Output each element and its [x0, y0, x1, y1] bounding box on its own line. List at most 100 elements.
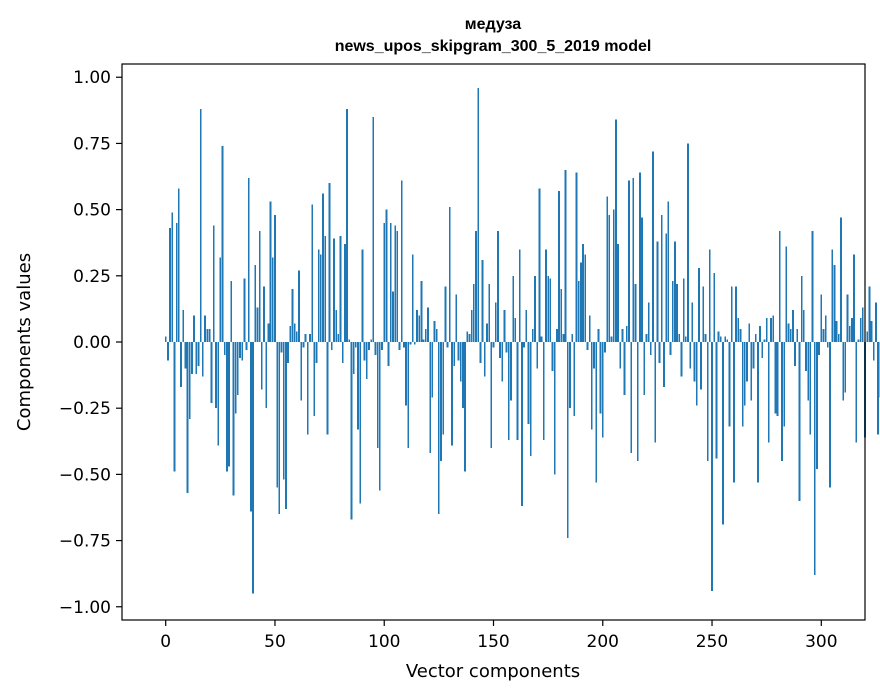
bar-110 — [405, 342, 407, 406]
bar-199 — [599, 342, 602, 414]
bar-100 — [383, 222, 386, 342]
bar-313 — [848, 326, 851, 342]
bar-306 — [833, 265, 836, 342]
x-tick-label-250: 250 — [696, 632, 728, 652]
bar-209 — [621, 328, 624, 342]
bar-183 — [564, 169, 567, 342]
bar-75 — [328, 183, 331, 342]
bar-314 — [851, 318, 853, 342]
bar-34 — [239, 342, 241, 358]
bar-277 — [770, 318, 772, 342]
bar-264 — [741, 342, 744, 427]
bar-239 — [687, 143, 689, 342]
bar-181 — [560, 289, 563, 342]
bar-289 — [796, 328, 799, 342]
bar-0 — [164, 336, 167, 342]
bar-107 — [398, 342, 401, 350]
bar-111 — [407, 342, 410, 448]
bar-130 — [448, 206, 451, 342]
bar-252 — [715, 342, 718, 459]
bar-260 — [733, 342, 735, 483]
bar-204 — [610, 336, 613, 342]
bar-125 — [437, 342, 440, 515]
bar-38 — [247, 177, 250, 342]
bar-285 — [787, 323, 790, 342]
bar-299 — [818, 342, 820, 356]
bar-24 — [217, 342, 220, 446]
bar-123 — [433, 320, 436, 342]
bar-227 — [660, 214, 663, 342]
y-tick-label-2: 0.50 — [73, 201, 111, 221]
bar-124 — [435, 328, 438, 342]
bar-309 — [840, 217, 842, 342]
bar-219 — [643, 342, 646, 395]
bar-305 — [831, 249, 834, 342]
bar-29 — [228, 342, 230, 467]
bar-80 — [339, 236, 342, 342]
bar-63 — [302, 342, 305, 348]
bar-290 — [798, 342, 801, 501]
bar-45 — [263, 286, 265, 342]
bar-164 — [523, 342, 525, 348]
bar-217 — [639, 172, 641, 342]
bar-266 — [746, 342, 748, 382]
bar-67 — [311, 204, 313, 342]
bar-226 — [658, 342, 661, 364]
bar-133 — [455, 294, 458, 342]
bar-43 — [258, 230, 261, 342]
bar-224 — [654, 342, 657, 443]
bar-56 — [287, 342, 289, 364]
y-tick-label-7: −0.75 — [59, 532, 111, 552]
bar-4 — [173, 342, 176, 472]
bar-177 — [551, 342, 554, 372]
bar-175 — [547, 275, 550, 342]
x-tick-label-50: 50 — [264, 632, 286, 652]
bar-233 — [674, 241, 676, 342]
bar-273 — [761, 342, 764, 358]
bar-296 — [811, 230, 814, 342]
bar-105 — [394, 225, 397, 342]
bar-series — [164, 87, 880, 594]
bar-281 — [778, 230, 781, 342]
y-axis-label: Components values — [14, 253, 35, 431]
bar-44 — [260, 342, 263, 390]
bar-318 — [859, 318, 862, 342]
bar-284 — [785, 246, 788, 342]
bar-212 — [628, 180, 630, 342]
bar-232 — [671, 281, 674, 342]
y-tick-label-1: 0.75 — [73, 134, 111, 154]
bar-155 — [503, 310, 506, 342]
bar-304 — [829, 342, 831, 488]
bar-188 — [575, 172, 578, 342]
bar-312 — [846, 294, 849, 342]
bar-98 — [378, 342, 381, 491]
bar-243 — [695, 342, 698, 406]
bar-17 — [201, 342, 204, 377]
bar-51 — [276, 342, 279, 488]
x-tick-label-150: 150 — [477, 632, 509, 652]
bar-150 — [492, 342, 495, 348]
bar-211 — [625, 326, 628, 342]
bar-40 — [252, 342, 254, 594]
bar-294 — [807, 342, 810, 401]
bar-60 — [295, 331, 298, 342]
bar-128 — [444, 286, 447, 342]
bar-79 — [337, 334, 340, 342]
bar-272 — [759, 326, 761, 342]
chart-title: медуза — [465, 16, 522, 33]
bar-274 — [763, 339, 766, 342]
y-axis-ticks: 1.00 0.75 0.50 0.25 0.00 −0.25 −0.50 −0.75 −1.00 — [59, 68, 122, 618]
bar-131 — [451, 342, 453, 446]
bar-193 — [586, 342, 589, 350]
bar-324 — [872, 342, 875, 361]
bar-109 — [403, 342, 405, 348]
bar-234 — [676, 283, 678, 342]
bar-97 — [376, 342, 379, 448]
bar-149 — [490, 342, 493, 448]
bar-191 — [582, 244, 584, 342]
bar-271 — [757, 342, 759, 483]
bar-213 — [630, 342, 633, 454]
bar-229 — [665, 233, 668, 342]
bar-92 — [365, 342, 368, 380]
